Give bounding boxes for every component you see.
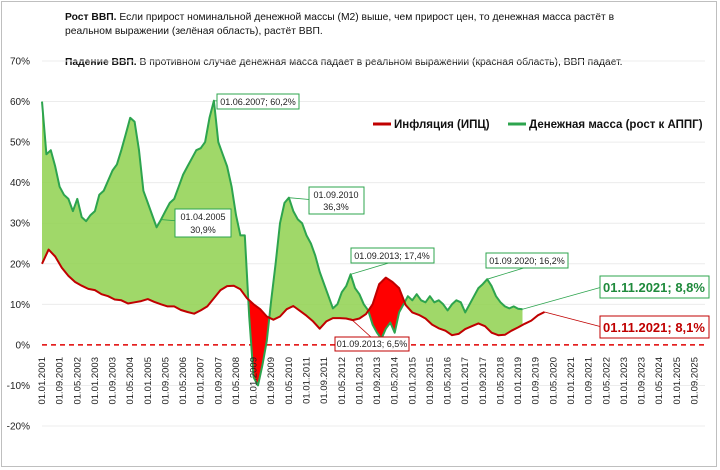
x-tick-label: 01.09.2017 [478, 357, 489, 405]
y-tick-label: -20% [7, 422, 30, 433]
x-tick-label: 01.01.2011 [301, 357, 312, 404]
money-supply-line [41, 99, 523, 387]
growth-note-text-1: Если прирост номинальной денежной массы … [116, 12, 615, 23]
annotation-m2-2010-value: 36,3% [323, 202, 349, 212]
x-tick-label: 01.09.2025 [689, 357, 700, 405]
growth-note: Рост ВВП. Если прирост номинальной денеж… [65, 11, 614, 39]
x-tick-label: 01.05.2012 [337, 357, 348, 405]
annotation-m2-2005-box [174, 208, 232, 238]
fall-note-title: Падение ВВП. [65, 57, 137, 68]
x-tick-label: 01.05.2014 [390, 357, 401, 405]
x-tick-label: 01.09.2013 [372, 357, 383, 405]
annotation-m2-2021-box [599, 275, 710, 299]
x-tick-label: 01.01.2001 [37, 357, 48, 405]
y-tick-label: 30% [10, 219, 30, 230]
x-tick-label: 01.05.2022 [601, 357, 612, 405]
x-tick-label: 01.09.2005 [160, 357, 171, 405]
annotation-leader [350, 261, 393, 275]
legend: Инфляция (ИПЦ) Денежная масса (рост к АП… [373, 119, 703, 131]
annotation-m2-2021-label: 01.11.2021; 8,8% [603, 280, 705, 295]
annotation-m2-2005-value: 30,9% [190, 225, 216, 235]
x-tick-label: 01.01.2005 [143, 357, 154, 405]
x-tick-label: 01.01.2025 [672, 357, 683, 405]
annotation-cpi-2021-box [599, 315, 710, 339]
annotations: 01.04.2005 30,9% 01.06.2007; 60,2% 01.09… [174, 93, 710, 352]
y-tick-label: 70% [10, 57, 30, 68]
x-tick-label: 01.05.2018 [495, 357, 506, 405]
annotation-m2-2013-box [350, 247, 435, 264]
annotation-cpi-2013-box [334, 336, 410, 352]
annotation-m2-2020-label: 01.09.2020; 16,2% [489, 256, 565, 266]
x-tick-label: 01.05.2010 [284, 357, 295, 405]
annotation-leader [350, 318, 373, 339]
y-axis-ticks: 70% 60% 50% 40% 30% 20% 10% 0% -10% -20% [7, 57, 30, 433]
x-tick-label: 01.01.2003 [90, 357, 101, 405]
annotation-leader [544, 311, 603, 328]
annotation-m2-2010-box [308, 186, 365, 215]
x-tick-label: 01.01.2017 [460, 357, 471, 405]
legend-m2-label: Денежная масса (рост к АППГ) [529, 119, 703, 131]
y-tick-label: 50% [10, 138, 30, 149]
annotation-leader [522, 286, 603, 310]
x-tick-label: 01.09.2011 [319, 357, 330, 404]
annotation-m2-2010-date: 01.09.2010 [313, 190, 358, 200]
fall-note-text: В противном случае денежная масса падает… [136, 57, 623, 68]
annotation-m2-2007-box [216, 93, 300, 110]
growth-area [269, 197, 369, 329]
x-tick-label: 01.09.2001 [55, 357, 66, 405]
x-tick-label: 01.01.2015 [407, 357, 418, 405]
x-tick-label: 01.09.2003 [108, 357, 119, 405]
x-tick-label: 01.09.2007 [213, 357, 224, 405]
annotation-cpi-2021-label: 01.11.2021; 8,1% [603, 320, 705, 335]
x-axis-ticks: 01.01.2001 01.09.2001 01.05.2002 01.01.2003… [37, 357, 700, 405]
annotation-leader [487, 266, 528, 280]
legend-cpi-label: Инфляция (ИПЦ) [394, 119, 490, 131]
x-tick-label: 01.01.2023 [619, 357, 630, 405]
x-tick-label: 01.01.2009 [249, 357, 260, 405]
x-tick-label: 01.09.2021 [584, 357, 595, 405]
x-tick-label: 01.09.2023 [637, 357, 648, 405]
fall-note: Падение ВВП. В противном случае денежная… [65, 56, 623, 70]
annotation-m2-2005-date: 01.04.2005 [180, 212, 225, 222]
y-tick-label: 0% [16, 340, 31, 351]
annotation-m2-2007-label: 01.06.2007; 60,2% [220, 97, 296, 107]
annotation-m2-2020-box [485, 252, 569, 269]
y-tick-label: -10% [7, 381, 30, 392]
x-tick-label: 01.05.2004 [125, 357, 136, 405]
x-tick-label: 01.05.2006 [178, 357, 189, 405]
x-tick-label: 01.05.2020 [548, 357, 559, 405]
x-tick-label: 01.05.2002 [72, 357, 83, 405]
growth-area [42, 100, 249, 314]
gap-areas [42, 100, 523, 386]
annotation-m2-2013-label: 01.09.2013; 17,4% [354, 251, 430, 261]
cpi-line [41, 248, 545, 337]
y-tick-label: 60% [10, 97, 30, 108]
x-tick-label: 01.01.2019 [513, 357, 524, 405]
growth-note-title: Рост ВВП. [65, 12, 117, 23]
y-tick-label: 40% [10, 178, 30, 189]
y-tick-label: 20% [10, 259, 30, 270]
y-tick-label: 10% [10, 300, 30, 311]
x-tick-label: 01.09.2019 [531, 357, 542, 405]
x-tick-label: 01.09.2015 [425, 357, 436, 405]
x-tick-label: 01.05.2024 [654, 357, 665, 405]
annotation-cpi-2013-label: 01.09.2013; 6,5% [337, 339, 408, 349]
x-tick-label: 01.01.2021 [566, 357, 577, 405]
x-tick-label: 01.01.2007 [196, 357, 207, 405]
x-tick-label: 01.05.2016 [443, 357, 454, 405]
x-tick-label: 01.01.2013 [354, 357, 365, 405]
growth-note-text-2: реальном выражении (зелёная область), ра… [65, 26, 323, 37]
growth-area [404, 279, 523, 336]
x-tick-label: 01.05.2008 [231, 357, 242, 405]
gridlines [42, 60, 705, 427]
x-tick-label: 01.09.2009 [266, 357, 277, 405]
